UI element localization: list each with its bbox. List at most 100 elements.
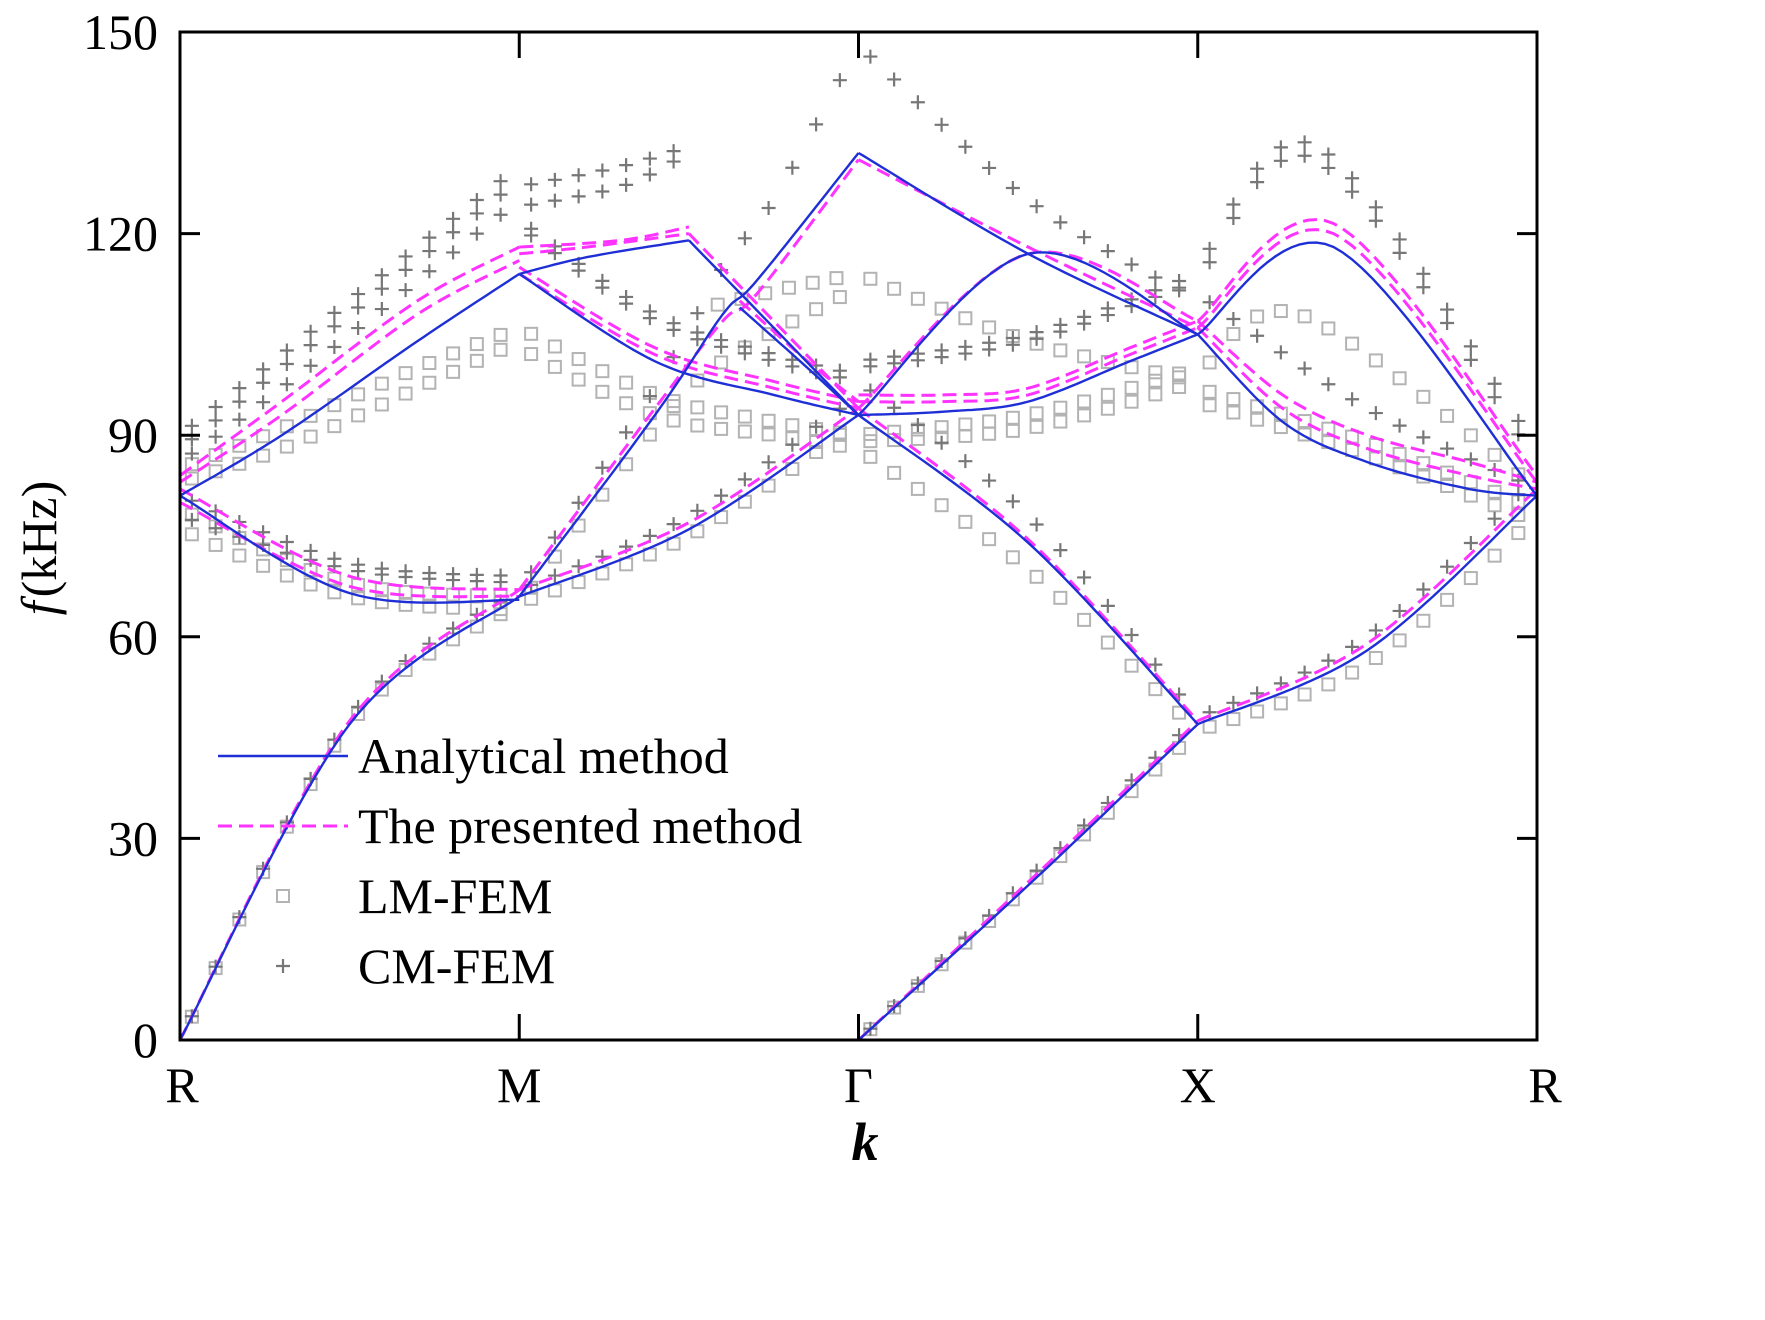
point-lm-fem-3 bbox=[208, 537, 223, 552]
point-cm-fem-11 bbox=[524, 221, 539, 236]
point-cm-fem-8 bbox=[642, 167, 657, 182]
point-cm-fem-9 bbox=[642, 151, 657, 166]
point-cm-fem-7 bbox=[232, 381, 247, 396]
point-lm-fem-13 bbox=[910, 431, 925, 446]
point-cm-fem-18 bbox=[1297, 148, 1312, 163]
point-lm-fem-12 bbox=[910, 291, 925, 306]
point-cm-fem-13 bbox=[1029, 517, 1044, 532]
point-lm-fem-8 bbox=[666, 394, 681, 409]
point-cm-fem-7 bbox=[184, 418, 199, 433]
point-lm-fem-7 bbox=[761, 427, 776, 442]
line-analytical-method-8 bbox=[738, 306, 860, 416]
point-lm-fem-3 bbox=[279, 568, 294, 583]
line-the-presented-method-19 bbox=[1197, 487, 1539, 723]
point-cm-fem-7 bbox=[327, 305, 342, 320]
point-lm-fem-4 bbox=[446, 587, 461, 602]
legend-label-lm-fem: LM-FEM bbox=[358, 868, 552, 924]
line-the-presented-method-21 bbox=[1196, 218, 1539, 477]
point-lm-fem-15 bbox=[1250, 704, 1265, 719]
point-cm-fem-8 bbox=[595, 184, 610, 199]
point-lm-fem-18 bbox=[1368, 353, 1383, 368]
line-analytical-method-15 bbox=[1197, 241, 1538, 497]
point-lm-fem-9 bbox=[710, 297, 725, 312]
point-cm-fem-13 bbox=[1005, 494, 1020, 509]
point-cm-fem-1 bbox=[714, 488, 729, 503]
point-cm-fem-16 bbox=[1172, 273, 1187, 288]
point-cm-fem-4 bbox=[279, 534, 294, 549]
legend-marker-lm-fem bbox=[276, 889, 290, 903]
point-lm-fem-8 bbox=[737, 409, 752, 424]
point-cm-fem-4 bbox=[446, 567, 461, 582]
point-lm-fem-9 bbox=[805, 275, 820, 290]
point-lm-fem-18 bbox=[1440, 408, 1455, 423]
y-axis-label: f(kHz) bbox=[11, 481, 67, 616]
point-lm-fem-8 bbox=[690, 400, 705, 415]
line-analytical-method-3 bbox=[179, 494, 520, 604]
point-cm-fem-8 bbox=[571, 189, 586, 204]
point-cm-fem-19 bbox=[1368, 200, 1383, 215]
line-the-presented-method-8 bbox=[519, 225, 690, 249]
line-the-presented-method-1 bbox=[518, 407, 860, 592]
y-tick-label: 0 bbox=[133, 1012, 158, 1068]
point-cm-fem-2 bbox=[619, 425, 634, 440]
point-cm-fem-18 bbox=[1487, 390, 1502, 405]
point-lm-fem-8 bbox=[714, 405, 729, 420]
point-cm-fem-20 bbox=[1226, 312, 1241, 327]
point-lm-fem-18 bbox=[1392, 371, 1407, 386]
point-cm-fem-19 bbox=[1345, 171, 1360, 186]
point-cm-fem-19 bbox=[1392, 232, 1407, 247]
point-cm-fem-11 bbox=[714, 333, 729, 348]
x-tick-label: X bbox=[1180, 1057, 1216, 1113]
point-lm-fem-15 bbox=[1297, 687, 1312, 702]
point-cm-fem-4 bbox=[493, 568, 508, 583]
point-lm-fem-16 bbox=[1511, 508, 1526, 523]
point-cm-fem-7 bbox=[208, 399, 223, 414]
point-cm-fem-7 bbox=[398, 249, 413, 264]
point-lm-fem-11 bbox=[958, 514, 973, 529]
point-lm-fem-4 bbox=[422, 586, 437, 601]
point-lm-fem-8 bbox=[595, 364, 610, 379]
point-cm-fem-12 bbox=[1077, 818, 1092, 833]
line-the-presented-method-3 bbox=[179, 501, 520, 599]
point-cm-fem-20 bbox=[1345, 392, 1360, 407]
point-cm-fem-14 bbox=[1029, 199, 1044, 214]
x-tick-label: M bbox=[497, 1057, 541, 1113]
point-cm-fem-2 bbox=[690, 306, 705, 321]
point-lm-fem-13 bbox=[1148, 387, 1163, 402]
point-cm-fem-19 bbox=[1273, 140, 1288, 155]
point-cm-fem-17 bbox=[1392, 603, 1407, 618]
line-the-presented-method-17 bbox=[858, 326, 1199, 404]
point-cm-fem-11 bbox=[761, 346, 776, 361]
point-cm-fem-19 bbox=[1440, 302, 1455, 317]
point-cm-fem-6 bbox=[422, 244, 437, 259]
point-cm-fem-16 bbox=[863, 352, 878, 367]
point-cm-fem-18 bbox=[1463, 352, 1478, 367]
point-lm-fem-15 bbox=[1416, 613, 1431, 628]
line-the-presented-method-4 bbox=[179, 487, 520, 592]
point-cm-fem-11 bbox=[690, 325, 705, 340]
point-cm-fem-16 bbox=[887, 349, 902, 364]
point-cm-fem-4 bbox=[327, 551, 342, 566]
point-lm-fem-11 bbox=[1029, 569, 1044, 584]
point-lm-fem-2 bbox=[666, 399, 681, 414]
point-cm-fem-19 bbox=[1511, 413, 1526, 428]
point-lm-fem-14 bbox=[1053, 400, 1068, 415]
point-lm-fem-14 bbox=[934, 420, 949, 435]
line-the-presented-method-9 bbox=[518, 272, 859, 410]
point-lm-fem-15 bbox=[1202, 719, 1217, 734]
point-cm-fem-20 bbox=[1368, 406, 1383, 421]
line-the-presented-method-22 bbox=[1196, 326, 1538, 491]
point-cm-fem-17 bbox=[1463, 535, 1478, 550]
point-cm-fem-19 bbox=[1250, 161, 1265, 176]
point-lm-fem-18 bbox=[1297, 309, 1312, 324]
point-cm-fem-18 bbox=[1226, 210, 1241, 225]
point-cm-fem-7 bbox=[256, 362, 271, 377]
point-lm-fem-15 bbox=[1463, 571, 1478, 586]
point-cm-fem-16 bbox=[1029, 325, 1044, 340]
point-lm-fem-5 bbox=[374, 397, 389, 412]
line-analytical-method-5 bbox=[519, 239, 690, 276]
point-cm-fem-5 bbox=[469, 226, 484, 241]
point-cm-fem-20 bbox=[1250, 328, 1265, 343]
point-lm-fem-11 bbox=[1077, 612, 1092, 627]
